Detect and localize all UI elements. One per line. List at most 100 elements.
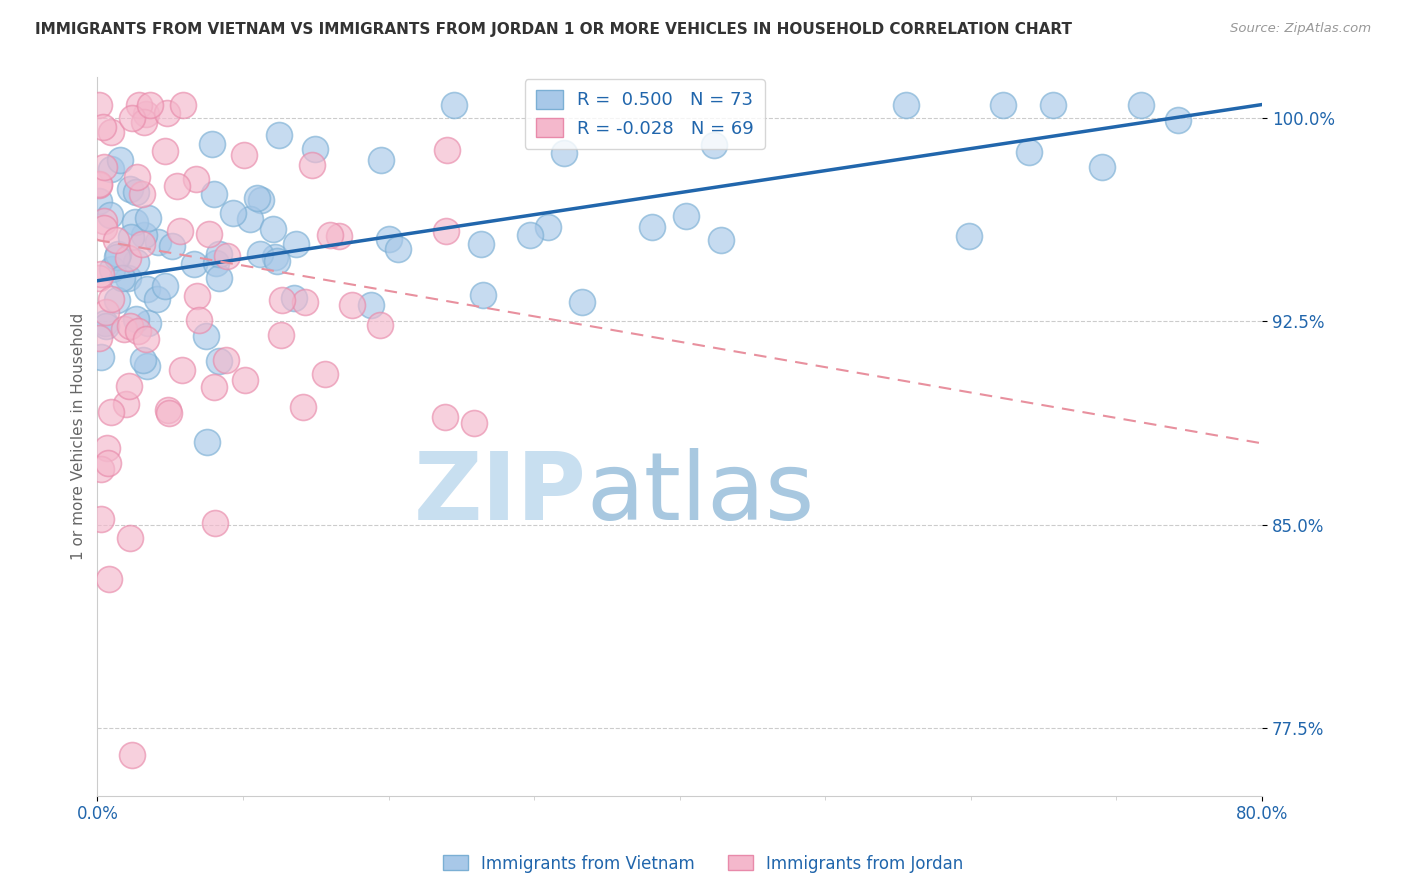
- Point: [233, 148, 256, 162]
- Point: [537, 220, 560, 235]
- Point: [121, 748, 143, 763]
- Point: [266, 253, 288, 268]
- Point: [194, 328, 217, 343]
- Point: [87, 331, 110, 345]
- Point: [112, 322, 135, 336]
- Point: [434, 224, 457, 238]
- Point: [294, 295, 316, 310]
- Point: [131, 237, 153, 252]
- Point: [115, 397, 138, 411]
- Point: [135, 107, 157, 121]
- Point: [991, 97, 1014, 112]
- Point: [121, 230, 143, 244]
- Point: [328, 228, 350, 243]
- Point: [519, 228, 541, 243]
- Point: [145, 292, 167, 306]
- Point: [96, 441, 118, 455]
- Point: [215, 352, 238, 367]
- Point: [127, 324, 149, 338]
- Point: [136, 316, 159, 330]
- Point: [97, 572, 120, 586]
- Point: [155, 145, 177, 159]
- Point: [239, 212, 262, 227]
- Point: [436, 143, 458, 157]
- Point: [264, 250, 287, 264]
- Point: [675, 209, 697, 223]
- Point: [135, 332, 157, 346]
- Point: [360, 298, 382, 312]
- Point: [370, 153, 392, 168]
- Point: [157, 406, 180, 420]
- Point: [270, 328, 292, 343]
- Point: [90, 268, 112, 282]
- Point: [208, 270, 231, 285]
- Point: [387, 242, 409, 256]
- Point: [127, 170, 149, 185]
- Point: [100, 126, 122, 140]
- Point: [249, 247, 271, 261]
- Point: [125, 185, 148, 199]
- Point: [125, 254, 148, 268]
- Point: [87, 178, 110, 193]
- Point: [105, 293, 128, 307]
- Point: [301, 158, 323, 172]
- Point: [1018, 145, 1040, 159]
- Point: [97, 457, 120, 471]
- Point: [170, 363, 193, 377]
- Text: ZIP: ZIP: [413, 448, 586, 540]
- Point: [120, 531, 142, 545]
- Point: [94, 319, 117, 334]
- Point: [640, 219, 662, 234]
- Point: [894, 97, 917, 112]
- Point: [368, 318, 391, 333]
- Point: [378, 232, 401, 246]
- Point: [571, 295, 593, 310]
- Point: [87, 270, 110, 285]
- Point: [1129, 97, 1152, 112]
- Point: [94, 305, 117, 319]
- Point: [131, 187, 153, 202]
- Point: [470, 236, 492, 251]
- Point: [136, 359, 159, 373]
- Legend: Immigrants from Vietnam, Immigrants from Jordan: Immigrants from Vietnam, Immigrants from…: [436, 848, 970, 880]
- Point: [160, 238, 183, 252]
- Point: [100, 161, 122, 176]
- Point: [222, 205, 245, 219]
- Point: [169, 224, 191, 238]
- Point: [186, 288, 208, 302]
- Point: [156, 106, 179, 120]
- Point: [249, 193, 271, 207]
- Point: [283, 291, 305, 305]
- Point: [136, 211, 159, 225]
- Point: [87, 97, 110, 112]
- Point: [128, 97, 150, 112]
- Point: [553, 146, 575, 161]
- Point: [90, 512, 112, 526]
- Point: [124, 214, 146, 228]
- Point: [270, 293, 292, 308]
- Point: [957, 228, 980, 243]
- Point: [93, 214, 115, 228]
- Point: [111, 271, 134, 285]
- Point: [94, 316, 117, 330]
- Text: atlas: atlas: [586, 448, 814, 540]
- Point: [105, 251, 128, 265]
- Point: [90, 462, 112, 476]
- Point: [314, 368, 336, 382]
- Point: [472, 288, 495, 302]
- Point: [125, 312, 148, 326]
- Point: [201, 137, 224, 152]
- Point: [134, 227, 156, 242]
- Point: [463, 417, 485, 431]
- Point: [267, 128, 290, 142]
- Point: [703, 138, 725, 153]
- Point: [187, 313, 209, 327]
- Point: [433, 410, 456, 425]
- Point: [204, 256, 226, 270]
- Point: [186, 172, 208, 186]
- Point: [87, 178, 110, 192]
- Point: [319, 228, 342, 243]
- Point: [121, 111, 143, 125]
- Point: [93, 220, 115, 235]
- Point: [183, 257, 205, 271]
